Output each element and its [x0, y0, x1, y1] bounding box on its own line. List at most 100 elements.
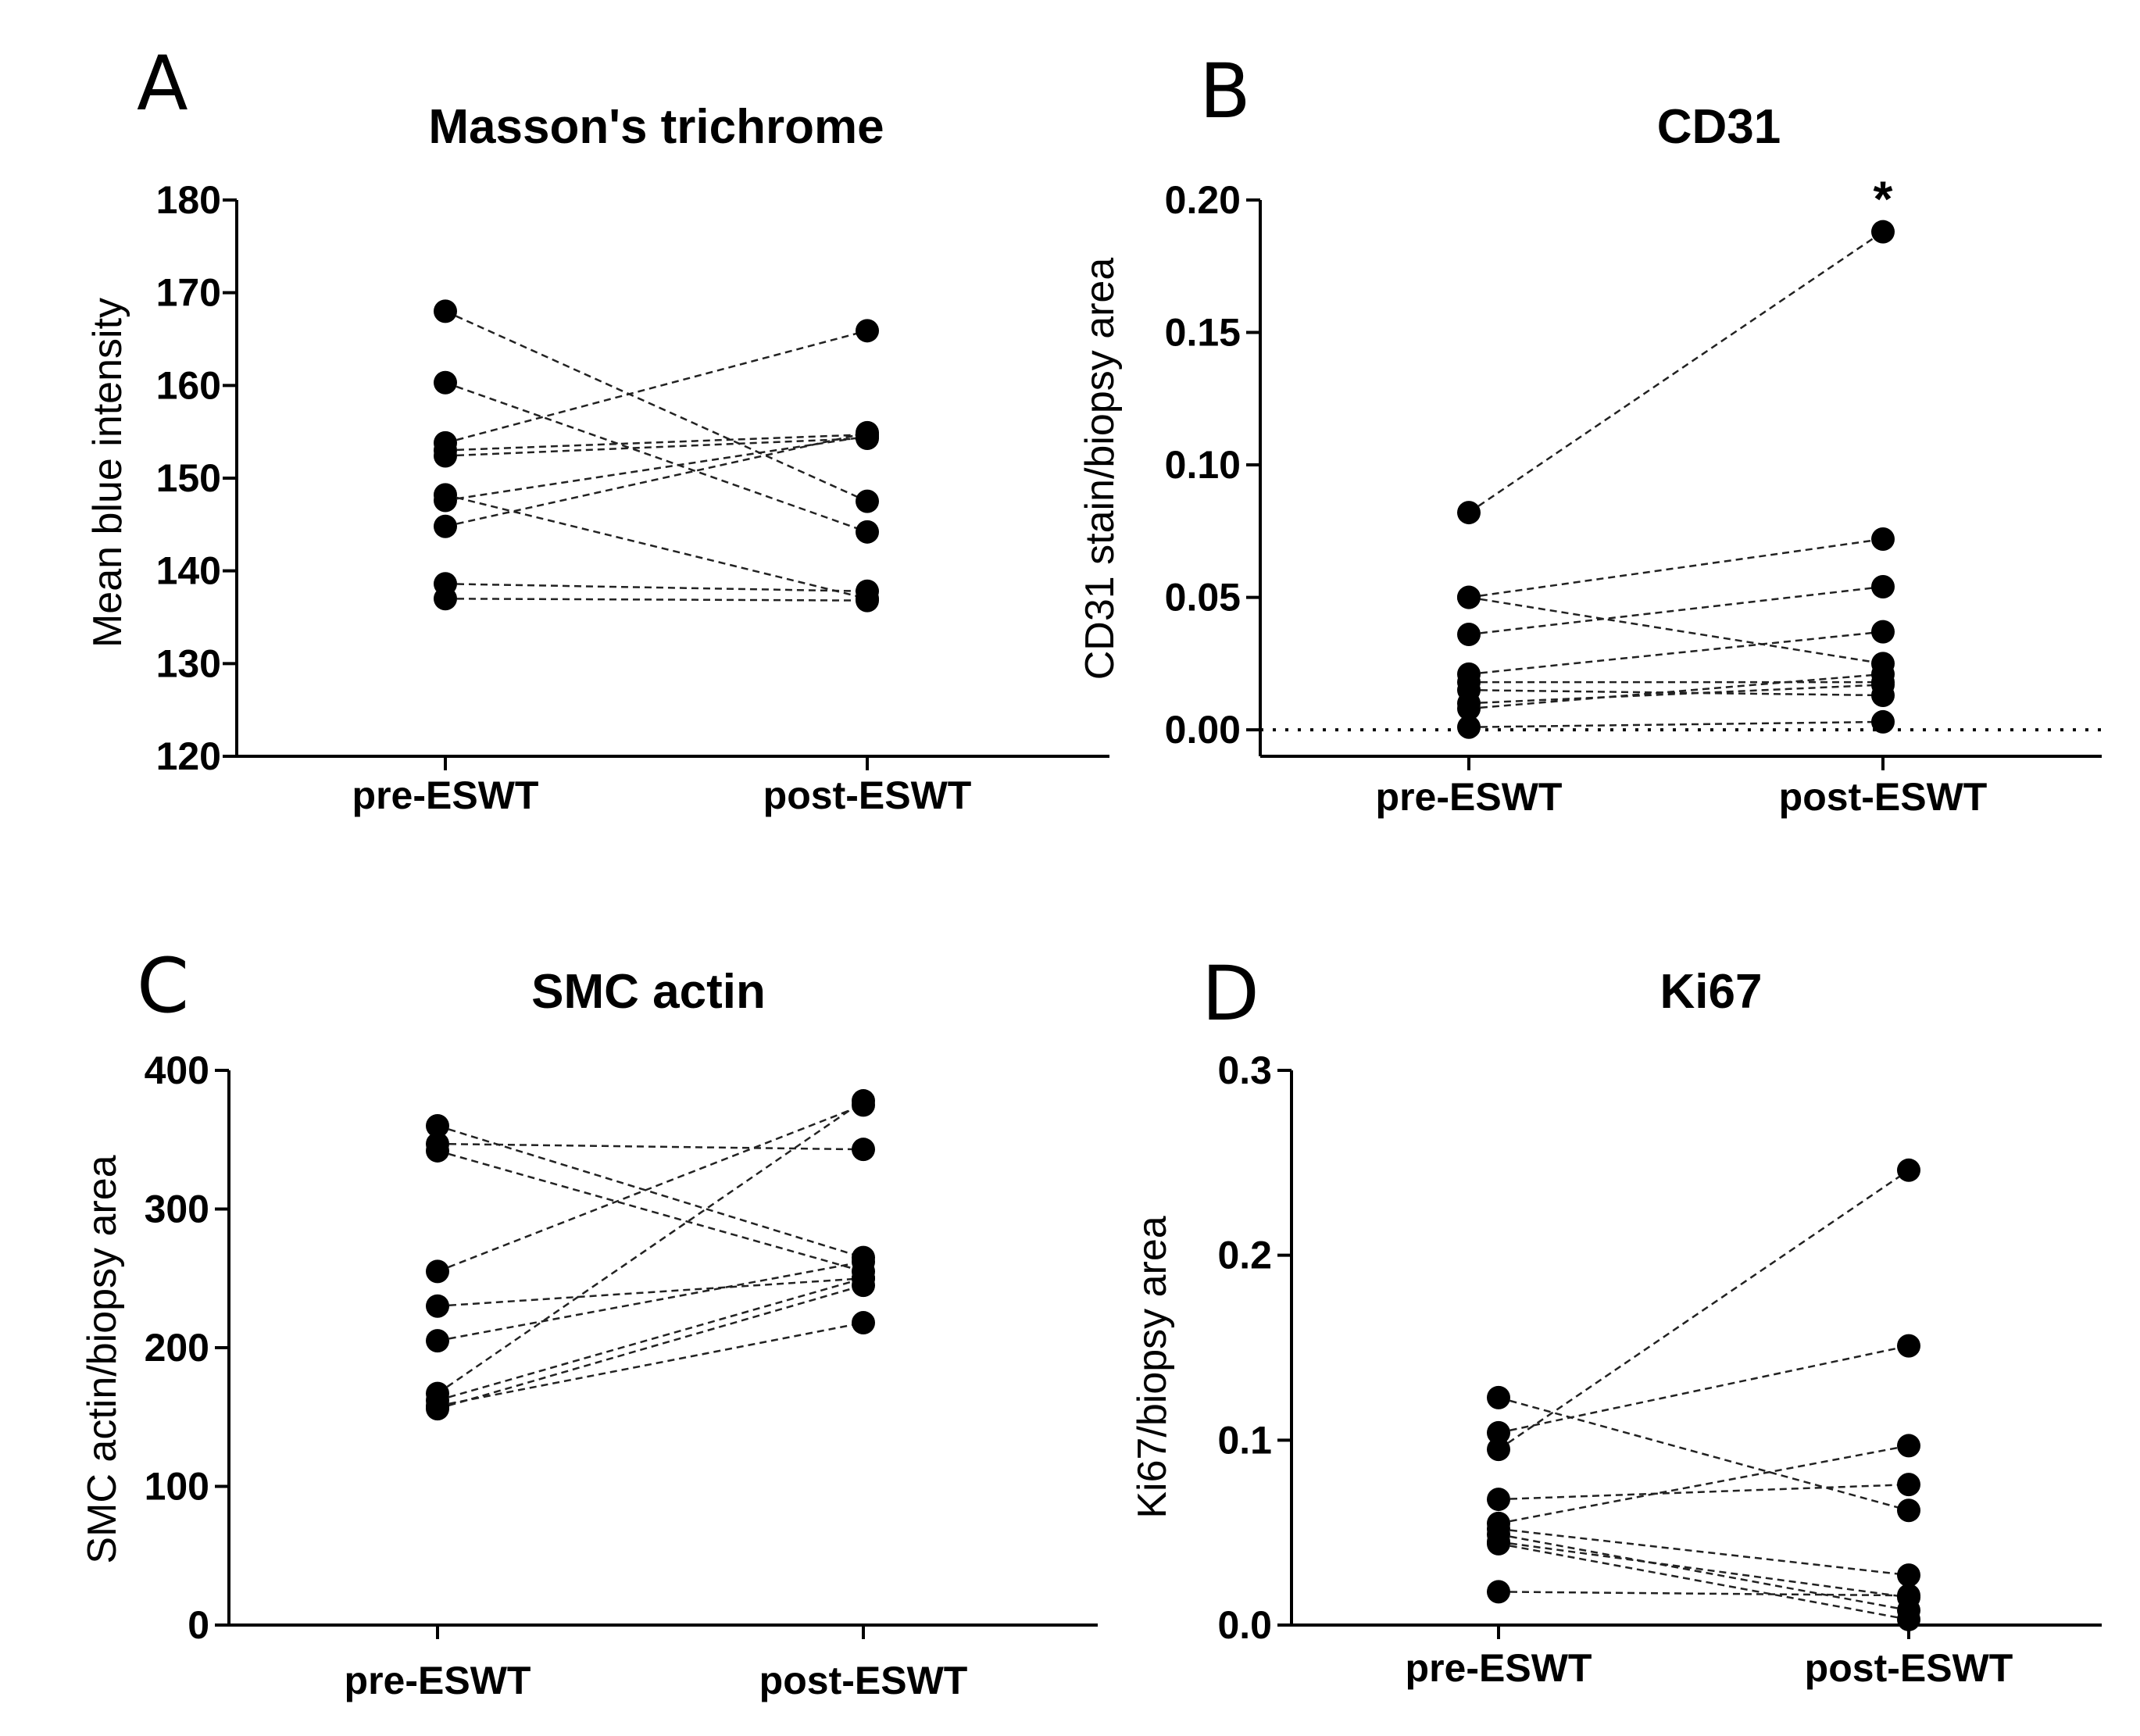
panel-d-paired-line — [1498, 1345, 1910, 1434]
panel-d-pre-point — [1487, 1420, 1510, 1445]
panel-a-pre-point — [434, 299, 457, 323]
panel-b-y-tick-label: 0.05 — [1165, 576, 1241, 620]
panel-c-paired-line — [437, 1124, 864, 1259]
panel-letter-b: B — [1199, 48, 1251, 135]
panel-d-paired-line — [1498, 1483, 1910, 1501]
panel-c-post-point — [852, 1273, 875, 1298]
panel-a-paired-line — [445, 583, 868, 593]
panel-c-paired-line — [437, 1284, 864, 1410]
panel-b-paired-line — [1468, 673, 1884, 710]
panel-d: D Ki67 Ki67/biopsy area pre-ESWT post-ES… — [1130, 950, 2102, 1690]
panel-a-y-tick-label: 150 — [156, 456, 221, 500]
panel-b-significance-asterisk: * — [1874, 171, 1893, 227]
panel-c-paired-line — [437, 1104, 864, 1273]
panel-d-paired-line — [1498, 1533, 1910, 1612]
panel-a-post-point — [856, 520, 879, 544]
panel-c-category-post: post-ESWT — [759, 1659, 968, 1702]
panel-c: C SMC actin SMC actin/biopsy area pre-ES… — [80, 942, 1098, 1702]
panel-b-y-axis-label: CD31 stain/biopsy area — [1077, 258, 1123, 680]
panel-d-category-pre: pre-ESWT — [1406, 1646, 1592, 1690]
panel-c-y-tick-label: 0 — [188, 1603, 209, 1647]
panel-c-paired-line — [437, 1277, 864, 1307]
panel-d-paired-line — [1498, 1527, 1910, 1577]
panel-letter-c: C — [137, 942, 189, 1030]
panel-b-post-point — [1871, 620, 1895, 644]
panel-d-post-point — [1897, 1434, 1920, 1458]
panel-c-pre-point — [426, 1259, 449, 1284]
panel-c-pre-point — [426, 1397, 449, 1421]
panel-c-post-point — [852, 1249, 875, 1273]
panel-d-paired-line — [1498, 1169, 1910, 1451]
panel-d-category-post: post-ESWT — [1805, 1646, 2013, 1690]
panel-a-pre-point — [434, 444, 457, 468]
panel-c-category-pre: pre-ESWT — [345, 1659, 531, 1702]
panel-d-post-point — [1897, 1584, 1920, 1608]
panel-a-pre-point — [434, 514, 457, 538]
panel-a-paired-line — [445, 433, 868, 452]
panel-a-paired-line — [445, 431, 868, 527]
panel-d-y-tick-label: 0.2 — [1217, 1234, 1272, 1277]
panel-c-post-point — [852, 1138, 875, 1162]
panel-d-post-point — [1897, 1158, 1920, 1182]
panel-c-pre-point — [426, 1138, 449, 1163]
panel-b-post-point — [1871, 575, 1895, 599]
panel-d-pre-point — [1487, 1385, 1510, 1409]
panel-c-pre-point — [426, 1294, 449, 1318]
panel-c-paired-line — [437, 1142, 864, 1151]
panel-d-post-point — [1897, 1563, 1920, 1588]
panel-b-post-point — [1871, 527, 1895, 551]
panel-b-pre-point — [1457, 501, 1481, 525]
panel-letter-a: A — [137, 40, 188, 127]
panel-a-paired-line — [445, 437, 868, 457]
panel-c-y-tick-label: 300 — [145, 1188, 209, 1231]
panel-d-pre-point — [1487, 1531, 1510, 1556]
panel-a-y-tick-label: 160 — [156, 363, 221, 407]
panel-d-post-point — [1897, 1334, 1920, 1358]
panel-b-paired-line — [1468, 585, 1884, 636]
panel-a-paired-line — [445, 435, 868, 502]
panel-a-pre-point — [434, 488, 457, 513]
panel-c-post-point — [852, 1311, 875, 1335]
panel-c-post-point — [852, 1089, 875, 1113]
panel-d-pre-point — [1487, 1488, 1510, 1512]
panel-d-paired-line — [1498, 1396, 1910, 1512]
panel-b-paired-line — [1468, 596, 1884, 665]
panel-a-pre-point — [434, 370, 457, 395]
panel-a-y-tick-label: 170 — [156, 271, 221, 315]
panel-a-y-axis-label: Mean blue intensity — [85, 298, 130, 648]
panel-a-post-point — [856, 420, 879, 445]
panel-b-paired-line — [1468, 720, 1884, 728]
panel-a-post-point — [856, 588, 879, 613]
panel-a-paired-line — [445, 494, 868, 600]
panel-d-post-point — [1897, 1607, 1920, 1631]
panel-d-y-tick-label: 0.1 — [1217, 1418, 1272, 1462]
panel-b-paired-line — [1468, 538, 1884, 598]
panel-d-paired-line — [1498, 1591, 1910, 1597]
panel-c-y-axis-label: SMC actin/biopsy area — [80, 1155, 125, 1563]
panel-b-y-tick-label: 0.15 — [1165, 311, 1241, 355]
panel-a-y-tick-label: 120 — [156, 734, 221, 778]
panel-a-paired-line — [445, 381, 868, 534]
panel-c-paired-line — [437, 1321, 864, 1407]
panel-d-paired-line — [1498, 1542, 1910, 1621]
panel-b-pre-point — [1457, 696, 1481, 720]
panel-b: B CD31 CD31 stain/biopsy area pre-ESWT p… — [1077, 48, 2102, 819]
panel-a-y-tick-label: 180 — [156, 178, 221, 222]
panel-a-pre-point — [434, 587, 457, 611]
panel-a-y-tick-label: 140 — [156, 549, 221, 593]
panel-d-pre-point — [1487, 1438, 1510, 1462]
panel-a: A Masson's trichrome Mean blue intensity… — [85, 40, 1109, 817]
panel-a-category-post: post-ESWT — [763, 773, 972, 817]
panel-a-y-tick-label: 130 — [156, 641, 221, 685]
panel-a-post-point — [856, 319, 879, 343]
panel-d-title: Ki67 — [1660, 965, 1763, 1019]
panel-c-paired-line — [437, 1277, 864, 1402]
panel-b-pre-point — [1457, 585, 1481, 609]
panel-c-title: SMC actin — [531, 965, 766, 1019]
panel-b-post-point — [1871, 220, 1895, 244]
panel-c-paired-line — [437, 1100, 864, 1395]
panel-b-title: CD31 — [1657, 100, 1781, 154]
panel-c-paired-line — [437, 1149, 864, 1273]
panel-d-y-tick-label: 0.0 — [1217, 1603, 1272, 1647]
